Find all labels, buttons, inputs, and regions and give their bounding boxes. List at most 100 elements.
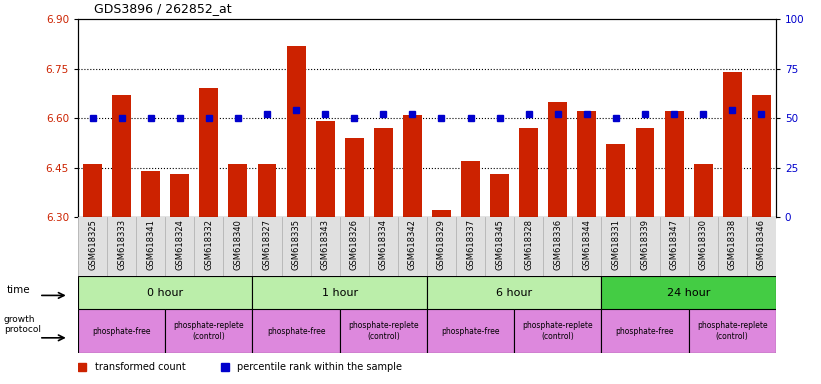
Text: GSM618328: GSM618328 <box>524 219 533 270</box>
Text: 6 hour: 6 hour <box>496 288 532 298</box>
Text: time: time <box>7 285 30 295</box>
Bar <box>665 111 684 217</box>
Text: phosphate-free: phosphate-free <box>92 327 151 336</box>
Text: phosphate-replete
(control): phosphate-replete (control) <box>522 321 593 341</box>
Bar <box>689 309 776 353</box>
Bar <box>369 217 398 276</box>
Bar <box>345 138 364 217</box>
Text: GSM618327: GSM618327 <box>263 219 272 270</box>
Bar <box>607 144 626 217</box>
Bar <box>141 171 160 217</box>
Text: GSM618339: GSM618339 <box>640 219 649 270</box>
Text: GSM618338: GSM618338 <box>727 219 736 270</box>
Text: phosphate-replete
(control): phosphate-replete (control) <box>697 321 768 341</box>
Bar <box>519 128 538 217</box>
Text: transformed count: transformed count <box>94 362 186 372</box>
Bar <box>544 217 572 276</box>
Bar <box>689 217 718 276</box>
Bar <box>601 276 776 309</box>
Bar <box>601 217 631 276</box>
Bar <box>253 217 282 276</box>
Text: GDS3896 / 262852_at: GDS3896 / 262852_at <box>94 2 232 15</box>
Text: GSM618346: GSM618346 <box>757 219 766 270</box>
Bar <box>340 217 369 276</box>
Text: 24 hour: 24 hour <box>667 288 710 298</box>
Bar <box>461 161 480 217</box>
Bar <box>427 276 601 309</box>
Text: GSM618334: GSM618334 <box>378 219 388 270</box>
Bar <box>456 217 485 276</box>
Bar <box>136 217 165 276</box>
Text: GSM618344: GSM618344 <box>582 219 591 270</box>
Text: phosphate-free: phosphate-free <box>441 327 500 336</box>
Text: GSM618345: GSM618345 <box>495 219 504 270</box>
Bar <box>228 164 247 217</box>
Bar <box>253 276 427 309</box>
Bar <box>631 217 659 276</box>
Bar <box>253 309 340 353</box>
Bar <box>752 95 771 217</box>
Text: GSM618333: GSM618333 <box>117 219 126 270</box>
Text: phosphate-free: phosphate-free <box>267 327 325 336</box>
Text: GSM618347: GSM618347 <box>670 219 679 270</box>
Bar <box>78 309 165 353</box>
Bar <box>258 164 277 217</box>
Bar <box>718 217 747 276</box>
Bar <box>78 276 253 309</box>
Bar <box>747 217 776 276</box>
Bar <box>107 217 136 276</box>
Bar <box>427 217 456 276</box>
Text: GSM618330: GSM618330 <box>699 219 708 270</box>
Bar <box>432 210 451 217</box>
Text: GSM618329: GSM618329 <box>437 219 446 270</box>
Text: percentile rank within the sample: percentile rank within the sample <box>237 362 402 372</box>
Bar <box>601 309 689 353</box>
Text: GSM618343: GSM618343 <box>321 219 330 270</box>
Bar <box>514 309 601 353</box>
Text: GSM618332: GSM618332 <box>204 219 213 270</box>
Text: 1 hour: 1 hour <box>322 288 358 298</box>
Bar <box>165 217 195 276</box>
Bar <box>490 174 509 217</box>
Text: GSM618342: GSM618342 <box>408 219 417 270</box>
Bar <box>195 217 223 276</box>
Text: GSM618337: GSM618337 <box>466 219 475 270</box>
Text: phosphate-free: phosphate-free <box>616 327 674 336</box>
Text: GSM618326: GSM618326 <box>350 219 359 270</box>
Text: GSM618340: GSM618340 <box>233 219 242 270</box>
Bar <box>282 217 310 276</box>
Bar <box>112 95 131 217</box>
Bar <box>572 217 601 276</box>
Text: phosphate-replete
(control): phosphate-replete (control) <box>173 321 244 341</box>
Bar <box>635 128 654 217</box>
Bar <box>485 217 514 276</box>
Bar <box>165 309 253 353</box>
Text: GSM618335: GSM618335 <box>291 219 300 270</box>
Text: GSM618336: GSM618336 <box>553 219 562 270</box>
Bar <box>694 164 713 217</box>
Bar <box>659 217 689 276</box>
Bar <box>577 111 596 217</box>
Bar <box>170 174 189 217</box>
Bar <box>340 309 427 353</box>
Bar <box>287 46 305 217</box>
Text: 0 hour: 0 hour <box>147 288 183 298</box>
Bar <box>200 88 218 217</box>
Bar <box>427 309 514 353</box>
Bar <box>83 164 102 217</box>
Bar <box>722 72 741 217</box>
Bar <box>374 128 392 217</box>
Bar <box>223 217 253 276</box>
Text: growth
protocol: growth protocol <box>4 315 41 334</box>
Bar <box>310 217 340 276</box>
Text: GSM618325: GSM618325 <box>88 219 97 270</box>
Text: GSM618324: GSM618324 <box>175 219 184 270</box>
Text: GSM618331: GSM618331 <box>612 219 621 270</box>
Bar <box>78 217 107 276</box>
Bar <box>398 217 427 276</box>
Bar <box>403 115 422 217</box>
Bar <box>514 217 544 276</box>
Bar <box>548 102 567 217</box>
Bar <box>316 121 335 217</box>
Text: GSM618341: GSM618341 <box>146 219 155 270</box>
